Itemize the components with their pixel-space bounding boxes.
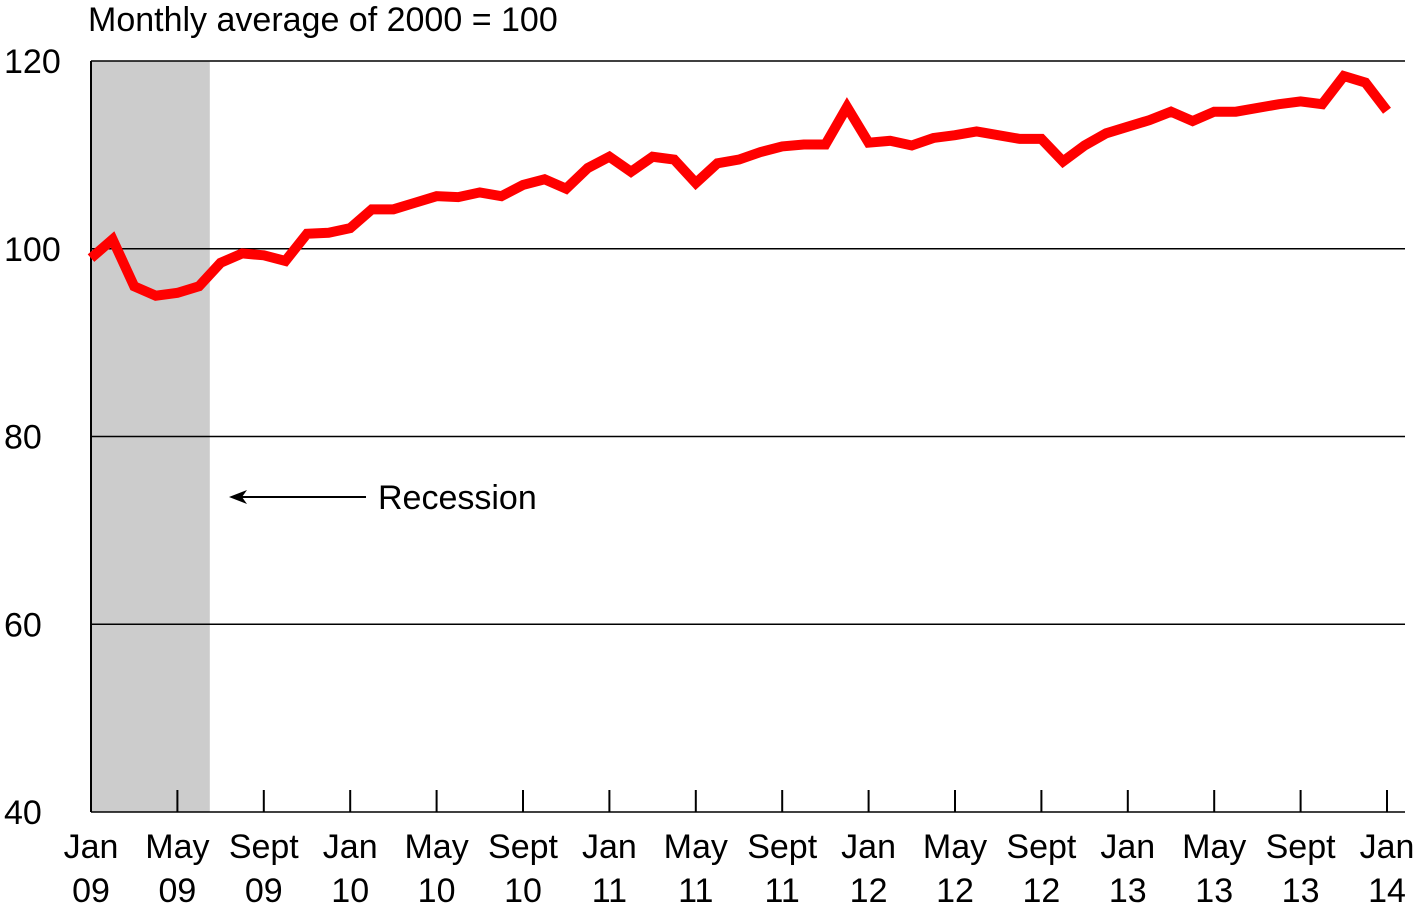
x-tick-label-year: 10 (504, 872, 542, 910)
y-axis-tick-labels: 40 60 80 100 120 (4, 43, 61, 832)
x-tick-label-year: 09 (245, 872, 283, 910)
x-tick-label-year: 12 (1022, 872, 1060, 910)
recession-annotation: Recession (229, 479, 537, 517)
y-tick-label: 40 (4, 794, 42, 832)
series-line (87, 70, 1391, 301)
x-tick-label-month: Jan (1100, 828, 1155, 866)
x-tick-label-year: 11 (592, 872, 627, 910)
x-tick-label-month: Sept (747, 828, 817, 866)
x-tick-label-year: 12 (936, 872, 974, 910)
x-tick-label-year: 09 (158, 872, 196, 910)
x-tick-label-month: Sept (1006, 828, 1076, 866)
x-tick-label-month: May (404, 828, 468, 866)
x-tick-label-month: May (1182, 828, 1246, 866)
annotation-label: Recession (378, 479, 537, 517)
x-tick-label-year: 13 (1282, 872, 1320, 910)
x-axis: Jan 09 May 09 Sept 09 Jan 10 May 10 Sept 10 Jan 11 May… (64, 790, 1415, 910)
x-tick-label-month: Sept (1266, 828, 1336, 866)
y-tick-label: 100 (4, 231, 61, 269)
x-tick-label-year: 09 (72, 872, 110, 910)
x-tick-label-year: 11 (678, 872, 713, 910)
x-tick-label-month: Sept (229, 828, 299, 866)
x-tick-label-month: May (664, 828, 728, 866)
x-tick-label-month: Jan (323, 828, 378, 866)
x-tick-label-year: 10 (331, 872, 369, 910)
annotation-arrowhead-icon (229, 490, 247, 504)
x-tick-label-month: May (145, 828, 209, 866)
y-tick-label: 120 (4, 43, 61, 81)
y-tick-label: 80 (4, 419, 42, 457)
x-tick-label-year: 10 (418, 872, 456, 910)
y-tick-label: 60 (4, 606, 42, 644)
x-tick-label-year: 13 (1195, 872, 1233, 910)
x-tick-label-month: Sept (488, 828, 558, 866)
x-tick-label-year: 11 (765, 872, 800, 910)
x-tick-label-month: Jan (582, 828, 637, 866)
x-tick-label-year: 12 (850, 872, 888, 910)
gridlines (91, 60, 1405, 813)
x-tick-label-month: Jan (1360, 828, 1415, 866)
chart-title: Monthly average of 2000 = 100 (88, 1, 558, 39)
x-tick-label-month: May (923, 828, 987, 866)
x-tick-label-month: Jan (64, 828, 119, 866)
x-tick-label-month: Jan (841, 828, 896, 866)
x-tick-label-year: 14 (1368, 872, 1406, 910)
x-tick-label-year: 13 (1109, 872, 1147, 910)
